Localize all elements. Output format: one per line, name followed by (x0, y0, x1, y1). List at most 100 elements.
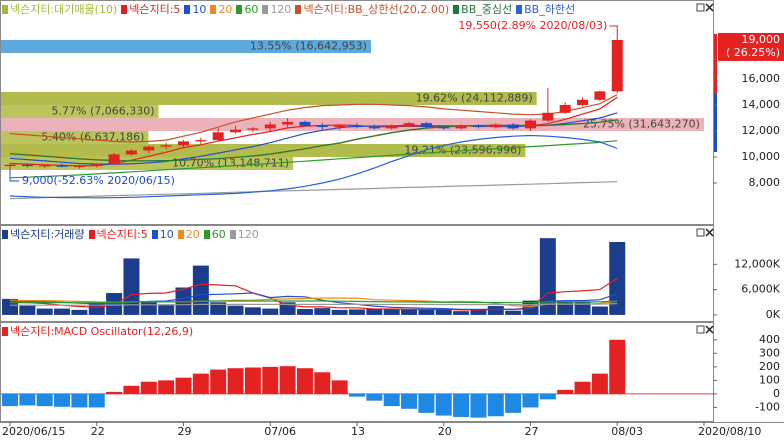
candle-body (143, 146, 155, 151)
candle-body (282, 121, 294, 125)
legend-label: 넥슨지티:5 (129, 3, 181, 16)
bar (244, 367, 261, 394)
bar (609, 339, 626, 394)
line-series (9, 134, 618, 199)
y-tick-label: -100 (755, 400, 780, 413)
bar (505, 393, 522, 413)
y-tick-label: 6,000K (741, 283, 780, 296)
bar (487, 393, 504, 417)
legend-item: 넥슨지티:거래량 (2, 228, 85, 241)
bar (418, 309, 435, 315)
legend-item: 60 (236, 3, 258, 16)
legend-label: 60 (211, 228, 226, 241)
candle-body (125, 150, 137, 155)
bar (574, 381, 591, 394)
bar (314, 308, 331, 315)
y-tick-label: 400 (759, 333, 780, 346)
volume-profile-bar (1, 91, 537, 105)
legend-label: 10 (159, 228, 174, 241)
y-tick-label: 16,000 (742, 72, 781, 85)
panel-buttons (696, 3, 714, 334)
bar (296, 368, 313, 394)
bar (71, 309, 88, 315)
candle-body (73, 166, 85, 168)
bar (227, 305, 244, 315)
x-tick-label: 29 (178, 425, 192, 438)
y-tick-label: 300 (759, 346, 780, 359)
legend-swatch (203, 230, 210, 239)
candle-body (21, 164, 33, 167)
bar (349, 309, 365, 315)
legend-item: 60 (203, 228, 226, 241)
last-price-box (718, 32, 784, 61)
legend-label: 120 (237, 228, 259, 241)
candle-body (438, 127, 450, 129)
bar (36, 393, 53, 407)
maximize-button[interactable] (696, 228, 705, 237)
bar (192, 373, 209, 394)
y-tick-label: 200 (759, 360, 780, 373)
bar (19, 305, 36, 315)
legend-label: 넥슨지티:거래량 (10, 228, 85, 241)
legend-swatch (2, 327, 8, 336)
annotation-low: 9,000(-52.63% 2020/06/15) (22, 174, 175, 187)
macd-panel-frame (0, 322, 714, 422)
candle-body (56, 165, 68, 167)
close-button[interactable] (705, 228, 714, 237)
candle-body (420, 123, 432, 128)
maximize-button[interactable] (696, 3, 705, 12)
candle-body (160, 145, 172, 147)
y-tick-label: 12,000K (734, 257, 780, 270)
candle-body (316, 125, 328, 128)
legend-label: 넥슨지티:대기매물(10) (10, 3, 118, 16)
bar (331, 380, 348, 394)
bar (331, 309, 348, 315)
legend-item: BB_중심선 (453, 3, 512, 16)
legend-label: 60 (244, 3, 259, 16)
bar (366, 308, 383, 315)
volume-panel-frame (0, 225, 714, 322)
legend: 넥슨지티:MACD Oscillator(12,26,9) (2, 325, 193, 338)
bar (557, 389, 574, 394)
legend: 넥슨지티:거래량 넥슨지티:5 10 20 60 120 (2, 228, 259, 241)
bar (435, 393, 452, 416)
bar (123, 258, 140, 315)
legend-swatch (2, 230, 8, 239)
bar (175, 377, 192, 394)
bar (453, 311, 470, 315)
x-tick-label: 07/06 (264, 425, 296, 438)
close-button[interactable] (705, 3, 714, 12)
candle-body (559, 104, 571, 113)
candle-body (403, 123, 415, 126)
candle-body (368, 127, 380, 129)
bar (158, 304, 175, 315)
legend-swatch (2, 5, 8, 14)
candle-body (386, 125, 398, 129)
bar (470, 393, 487, 418)
legend-swatch (184, 5, 191, 14)
bar (88, 303, 105, 315)
legend-swatch (88, 230, 95, 239)
bar (88, 393, 105, 408)
legend-label: 넥슨지티:BB_상한선(20,2.00) (303, 3, 450, 16)
candle-body (264, 124, 276, 129)
x-tick-label: 08/03 (611, 425, 643, 438)
bar (366, 393, 383, 401)
candle-body (39, 165, 51, 167)
candle-body (455, 125, 467, 129)
bar (2, 393, 18, 407)
candle-body (108, 154, 120, 165)
bar (210, 369, 227, 394)
legend-label: 넥슨지티:MACD Oscillator(12,26,9) (10, 325, 194, 338)
legend-item: 넥슨지티:MACD Oscillator(12,26,9) (2, 325, 193, 338)
legend-item: 10 (184, 3, 206, 16)
bar (140, 381, 157, 394)
close-button[interactable] (705, 325, 714, 334)
candle-body (542, 112, 554, 121)
last-price-label: 19,000 (742, 33, 781, 46)
maximize-button[interactable] (696, 325, 705, 334)
line-series (9, 94, 618, 143)
volume-profile-bar (1, 39, 371, 53)
y-tick-label: 8,000 (749, 176, 781, 189)
bar (158, 380, 175, 394)
